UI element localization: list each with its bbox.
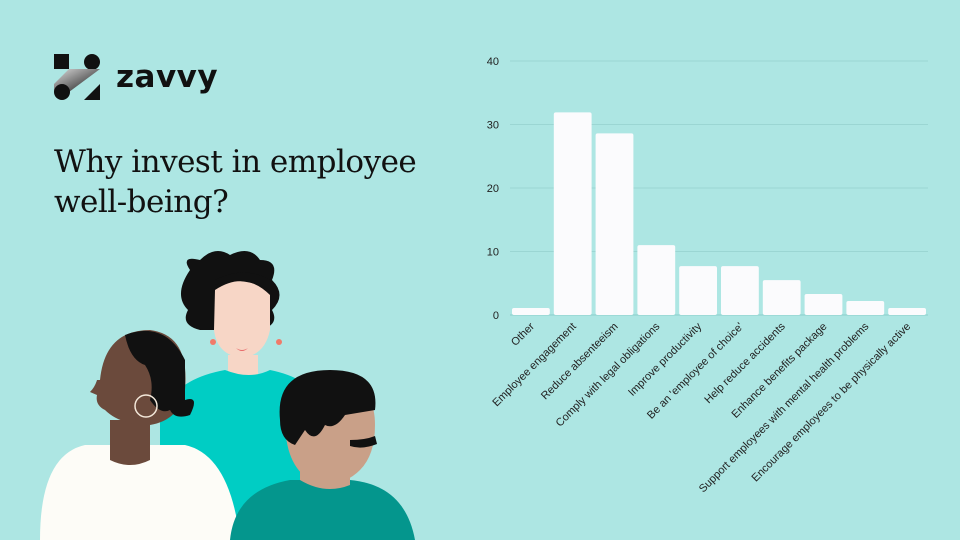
bar: [804, 294, 843, 315]
white-shirt-shape: [40, 445, 240, 540]
bar: [888, 308, 926, 315]
bar: [637, 245, 676, 315]
x-tick-label: Encourage employees to be physically act…: [750, 321, 914, 485]
brand-name: zavvy: [116, 59, 219, 95]
x-tick-label: Improve productivity: [626, 320, 704, 398]
y-tick-label: 10: [487, 247, 499, 259]
y-tick-label: 30: [487, 120, 499, 132]
bar: [846, 301, 885, 315]
x-tick-label: Help reduce accidents: [702, 320, 788, 406]
x-tick-label: Reduce absenteeism: [539, 321, 621, 403]
y-tick-label: 20: [487, 183, 499, 195]
y-tick-label: 0: [493, 310, 499, 322]
bar: [512, 308, 550, 315]
page-title: Why invest in employee well-being?: [54, 144, 417, 220]
green-shirt-shape: [230, 480, 415, 540]
bar: [553, 112, 592, 315]
bar: [721, 266, 759, 315]
bar: [595, 133, 634, 315]
zavvy-logo: zavvy: [54, 54, 218, 100]
people-illustration: [40, 251, 415, 540]
x-tick-label: Employee engagement: [490, 321, 578, 409]
y-tick-label: 40: [487, 56, 499, 68]
x-tick-label: Other: [509, 320, 537, 348]
zavvy-logo-icon: [54, 54, 100, 100]
bar: [679, 266, 717, 315]
bar: [762, 280, 801, 315]
